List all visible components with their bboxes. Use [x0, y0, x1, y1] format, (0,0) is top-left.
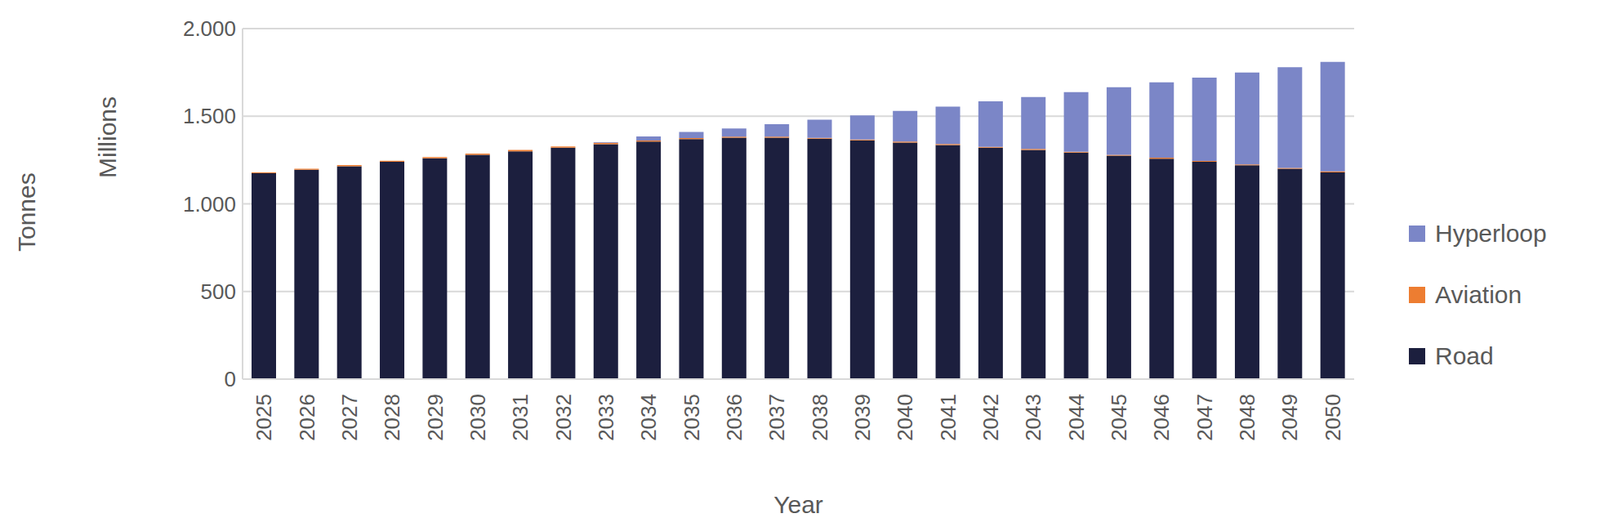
svg-text:2025: 2025	[251, 393, 277, 442]
svg-text:2029: 2029	[423, 393, 448, 442]
svg-text:2033: 2033	[593, 393, 619, 442]
svg-text:2050: 2050	[1320, 393, 1346, 442]
html-text:Road: Road	[1435, 341, 1494, 369]
svg-text:2036: 2036	[722, 393, 747, 442]
svg-text:2043: 2043	[1020, 393, 1046, 442]
svg-text:2.000: 2.000	[182, 16, 237, 41]
html-text:Aviation: Aviation	[1435, 280, 1522, 308]
svg-text:2040: 2040	[892, 393, 918, 442]
svg-text:2037: 2037	[764, 393, 789, 442]
svg-text:0: 0	[224, 366, 237, 392]
html-text:Hyperloop: Hyperloop	[1435, 219, 1547, 247]
svg-text:Year: Year	[773, 490, 824, 518]
svg-text:2030: 2030	[465, 393, 491, 442]
svg-text:500: 500	[200, 279, 237, 304]
svg-text:2047: 2047	[1192, 393, 1217, 442]
html-text:Millions: Millions	[93, 96, 121, 179]
svg-text:2045: 2045	[1106, 393, 1132, 442]
html-text:Tonnes: Tonnes	[13, 172, 41, 252]
svg-text:2038: 2038	[807, 393, 833, 442]
svg-text:2032: 2032	[551, 393, 576, 442]
svg-text:1.500: 1.500	[182, 103, 237, 129]
svg-text:2044: 2044	[1064, 393, 1089, 442]
svg-text:2035: 2035	[679, 393, 705, 442]
svg-text:2028: 2028	[379, 393, 405, 442]
svg-text:2046: 2046	[1149, 393, 1174, 442]
svg-text:2041: 2041	[935, 393, 961, 442]
svg-text:1.000: 1.000	[182, 191, 237, 217]
svg-text:2049: 2049	[1277, 393, 1302, 442]
svg-text:2027: 2027	[337, 393, 362, 442]
svg-text:2034: 2034	[636, 393, 661, 442]
svg-text:2039: 2039	[850, 393, 875, 442]
svg-text:2048: 2048	[1234, 393, 1260, 442]
svg-text:2026: 2026	[294, 393, 320, 442]
svg-text:2042: 2042	[978, 393, 1003, 442]
svg-text:2031: 2031	[508, 393, 533, 442]
